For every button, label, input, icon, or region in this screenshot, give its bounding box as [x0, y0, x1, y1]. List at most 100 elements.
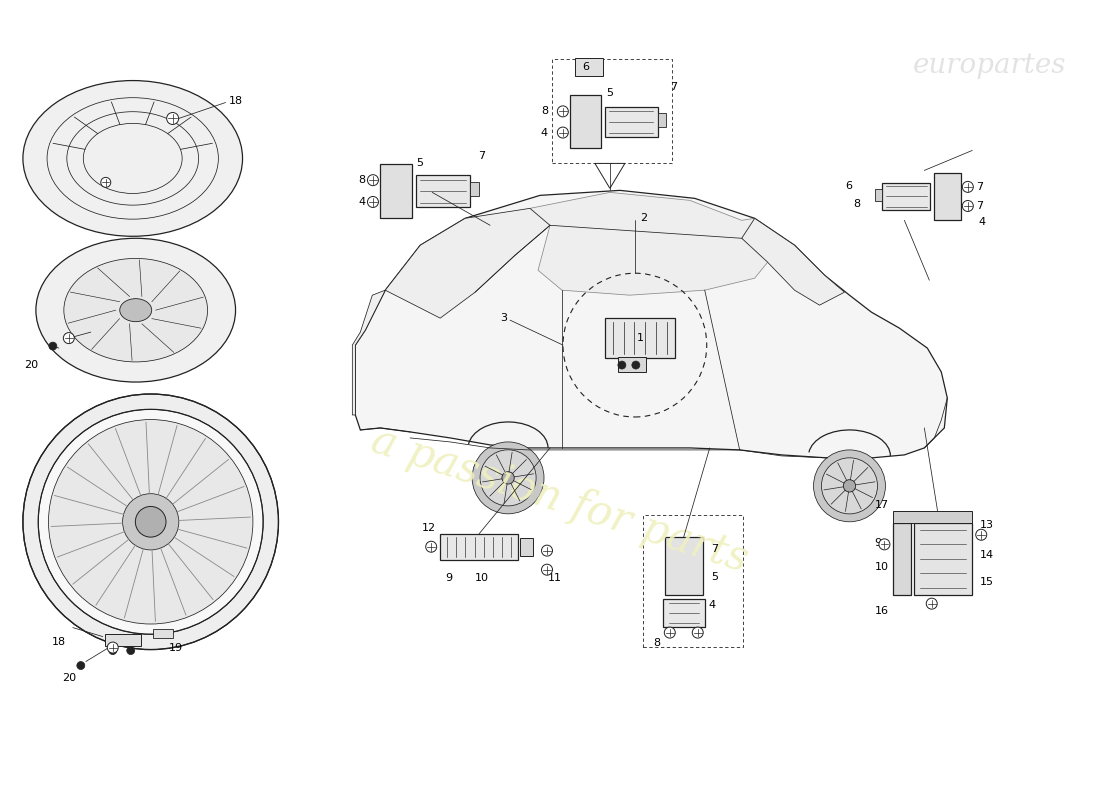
Text: 8: 8 — [652, 638, 660, 647]
FancyBboxPatch shape — [664, 537, 703, 594]
Circle shape — [558, 127, 569, 138]
Circle shape — [822, 458, 878, 514]
Circle shape — [844, 480, 856, 492]
FancyBboxPatch shape — [882, 182, 931, 210]
Text: 7: 7 — [977, 182, 983, 192]
FancyBboxPatch shape — [520, 538, 534, 556]
FancyBboxPatch shape — [618, 357, 646, 372]
Ellipse shape — [64, 258, 208, 362]
Circle shape — [23, 394, 278, 650]
Text: 16: 16 — [874, 606, 889, 616]
Circle shape — [367, 174, 378, 186]
Text: 19: 19 — [168, 642, 183, 653]
Polygon shape — [352, 290, 385, 415]
Text: 9: 9 — [446, 573, 452, 582]
Circle shape — [814, 450, 886, 522]
Text: 20: 20 — [62, 673, 76, 682]
Circle shape — [77, 662, 85, 670]
Circle shape — [962, 182, 974, 192]
Circle shape — [109, 646, 117, 654]
Circle shape — [126, 646, 134, 654]
Text: 15: 15 — [980, 577, 994, 586]
Text: 18: 18 — [52, 637, 66, 646]
Text: 20: 20 — [24, 360, 38, 370]
Circle shape — [879, 539, 890, 550]
Polygon shape — [355, 190, 947, 458]
FancyBboxPatch shape — [381, 164, 411, 218]
FancyBboxPatch shape — [893, 522, 912, 594]
Circle shape — [39, 410, 263, 634]
Polygon shape — [741, 218, 845, 305]
Circle shape — [101, 178, 111, 187]
Text: 18: 18 — [229, 95, 243, 106]
Text: 8: 8 — [541, 106, 548, 116]
Circle shape — [426, 542, 437, 552]
Text: 5: 5 — [606, 87, 613, 98]
Circle shape — [367, 197, 378, 207]
FancyBboxPatch shape — [471, 182, 478, 196]
Circle shape — [692, 627, 703, 638]
FancyBboxPatch shape — [440, 534, 518, 560]
Text: 3: 3 — [500, 313, 507, 323]
Text: 17: 17 — [874, 500, 889, 510]
Text: 13: 13 — [980, 520, 994, 530]
FancyBboxPatch shape — [876, 189, 882, 201]
FancyBboxPatch shape — [658, 114, 666, 126]
Text: a passion for parts: a passion for parts — [366, 419, 754, 581]
Text: 10: 10 — [874, 562, 889, 572]
Text: 4: 4 — [708, 600, 716, 610]
FancyBboxPatch shape — [934, 173, 961, 220]
Text: 14: 14 — [980, 550, 994, 560]
Text: 5: 5 — [416, 158, 424, 169]
Circle shape — [48, 342, 57, 350]
Text: 2: 2 — [640, 214, 647, 223]
Circle shape — [541, 564, 552, 575]
Circle shape — [976, 530, 987, 540]
Text: 8: 8 — [854, 198, 860, 209]
FancyBboxPatch shape — [605, 106, 658, 138]
Circle shape — [480, 450, 536, 506]
Circle shape — [502, 472, 514, 484]
Text: 4: 4 — [978, 218, 986, 227]
Circle shape — [618, 361, 626, 369]
Circle shape — [558, 106, 569, 117]
Circle shape — [167, 113, 178, 125]
Circle shape — [472, 442, 544, 514]
Text: 1: 1 — [636, 333, 644, 343]
Text: 4: 4 — [541, 127, 548, 138]
Text: 4: 4 — [359, 197, 365, 207]
Text: 7: 7 — [977, 201, 983, 211]
Text: 5: 5 — [711, 572, 717, 582]
Circle shape — [48, 419, 253, 624]
FancyBboxPatch shape — [153, 629, 173, 638]
Ellipse shape — [23, 81, 242, 236]
Polygon shape — [385, 208, 550, 318]
Circle shape — [122, 494, 179, 550]
FancyBboxPatch shape — [570, 95, 601, 149]
Text: 6: 6 — [582, 62, 588, 71]
Circle shape — [926, 598, 937, 609]
FancyBboxPatch shape — [605, 318, 674, 358]
FancyBboxPatch shape — [575, 58, 603, 75]
Polygon shape — [595, 163, 625, 188]
FancyBboxPatch shape — [104, 634, 141, 646]
Circle shape — [664, 627, 675, 638]
Text: 12: 12 — [422, 522, 437, 533]
Circle shape — [541, 545, 552, 556]
Ellipse shape — [36, 238, 235, 382]
Circle shape — [135, 506, 166, 537]
Circle shape — [64, 333, 75, 343]
Text: 8: 8 — [359, 175, 365, 185]
Ellipse shape — [120, 298, 152, 322]
Text: 6: 6 — [846, 181, 852, 191]
FancyBboxPatch shape — [663, 598, 705, 626]
Text: 11: 11 — [548, 573, 562, 582]
Circle shape — [631, 361, 640, 369]
Text: 10: 10 — [475, 573, 490, 582]
Text: 9: 9 — [874, 538, 881, 548]
Circle shape — [962, 201, 974, 211]
Text: 7: 7 — [478, 151, 485, 162]
Text: 7: 7 — [711, 544, 718, 554]
FancyBboxPatch shape — [416, 175, 471, 206]
FancyBboxPatch shape — [893, 511, 972, 522]
